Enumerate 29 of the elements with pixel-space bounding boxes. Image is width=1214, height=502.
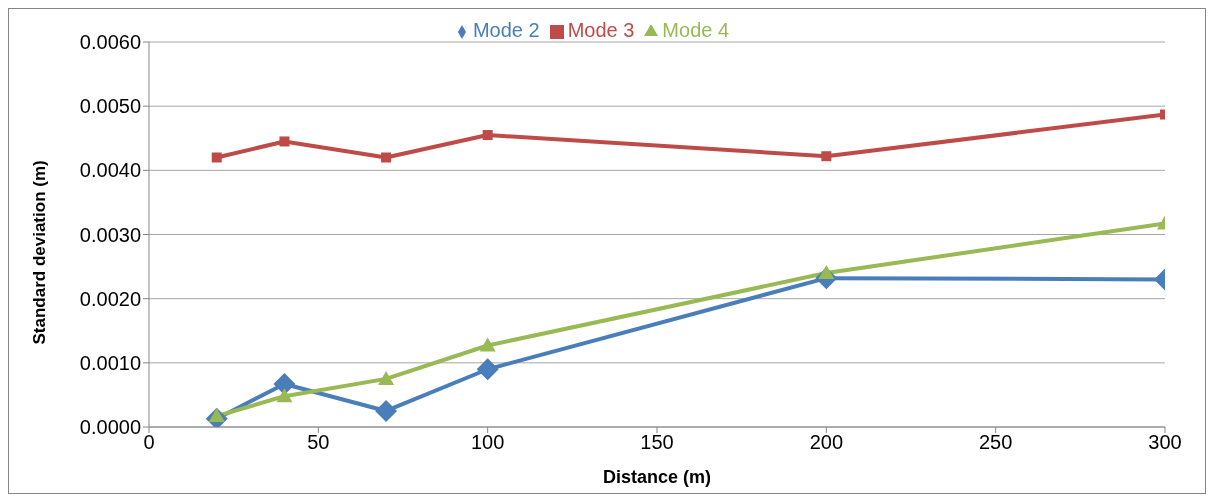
point bbox=[476, 358, 499, 381]
y-tick-label: 0.0010 bbox=[79, 351, 141, 374]
x-tick-label: 250 bbox=[978, 431, 1013, 454]
point bbox=[479, 337, 496, 352]
point bbox=[276, 388, 293, 403]
legend-label: Mode 2 bbox=[472, 19, 540, 41]
x-tick-label: 100 bbox=[470, 431, 505, 454]
legend-label: Mode 3 bbox=[567, 19, 635, 41]
point bbox=[381, 152, 392, 163]
point bbox=[375, 399, 398, 422]
legend-label: Mode 4 bbox=[662, 19, 730, 41]
x-axis-title: Distance (m) bbox=[602, 467, 712, 487]
point bbox=[279, 136, 290, 147]
y-tick-label: 0.0020 bbox=[79, 287, 141, 310]
point bbox=[482, 130, 493, 141]
point bbox=[378, 370, 395, 385]
y-tick-label: 0.0030 bbox=[79, 223, 141, 246]
y-axis-title: Standard deviation (m) bbox=[30, 160, 50, 345]
y-tick-label: 0.0040 bbox=[79, 159, 141, 182]
point bbox=[211, 152, 222, 163]
y-tick-label: 0.0060 bbox=[79, 31, 141, 54]
point bbox=[821, 151, 832, 162]
x-tick-label: 150 bbox=[640, 431, 674, 454]
x-tick-label: 300 bbox=[1148, 431, 1182, 454]
y-tick-label: 0.0050 bbox=[79, 95, 141, 118]
y-tick-label: 0.0000 bbox=[79, 416, 141, 439]
x-tick-label: 50 bbox=[307, 431, 330, 454]
x-tick-label: 200 bbox=[809, 431, 844, 454]
x-tick-label: 0 bbox=[143, 431, 155, 454]
